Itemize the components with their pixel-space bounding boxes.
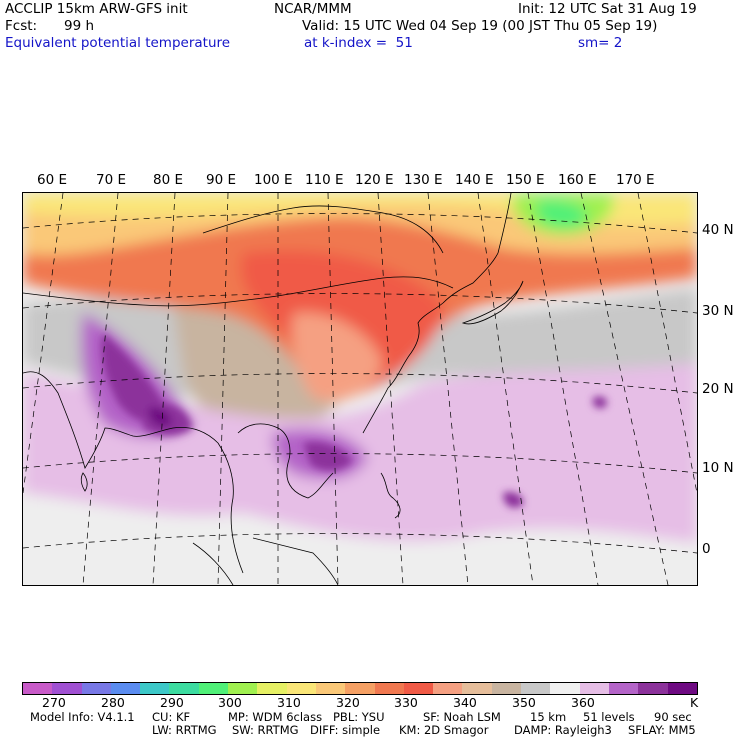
colorbar-swatch-15 (462, 683, 492, 694)
model-info-sflay: SFLAY: MM5 (628, 723, 696, 737)
lat-label-10n: 10 N (702, 460, 734, 476)
lon-label-140e: 140 E (455, 172, 494, 188)
colorbar-swatch-17 (521, 683, 551, 694)
model-info-levels: 51 levels (583, 710, 635, 724)
lon-label-90e: 90 E (206, 172, 236, 188)
model-info-damp: DAMP: Rayleigh3 (514, 723, 612, 737)
colorbar-swatch-22 (667, 683, 697, 694)
colorbar-swatch-21 (638, 683, 668, 694)
colorbar-label-270: 270 (42, 695, 66, 710)
model-info-mp: MP: WDM 6class (228, 710, 323, 724)
map-canvas (23, 193, 697, 585)
model-info-version: Model Info: V4.1.1 (30, 710, 135, 724)
graticule (23, 193, 697, 585)
colorbar-swatch-13 (403, 683, 434, 694)
level-label: at k-index = 51 (304, 35, 413, 51)
coastlines (23, 193, 524, 585)
lon-label-100e: 100 E (254, 172, 293, 188)
lat-label-40n: 40 N (702, 222, 734, 238)
fcst-label: Fcst: (5, 18, 38, 34)
fcst-value: 99 h (64, 18, 95, 34)
model-info-km: KM: 2D Smagor (399, 723, 489, 737)
model-info-lw: LW: RRTMG (152, 723, 217, 737)
org-label: NCAR/MMM (274, 1, 352, 17)
model-info-cu: CU: KF (152, 710, 191, 724)
lon-label-80e: 80 E (153, 172, 183, 188)
model-info-diff: DIFF: simple (310, 723, 381, 737)
colorbar-swatch-20 (608, 683, 639, 694)
model-info-resolution: 15 km (530, 710, 567, 724)
colorbar-swatch-7 (228, 683, 258, 694)
colorbar-swatch-12 (374, 683, 404, 694)
smoothing-label: sm= 2 (578, 35, 623, 51)
colorbar-swatch-6 (198, 683, 229, 694)
colorbar-label-360: 360 (571, 695, 595, 710)
colorbar-label-290: 290 (160, 695, 184, 710)
lon-label-120e: 120 E (355, 172, 394, 188)
lon-label-70e: 70 E (96, 172, 126, 188)
colorbar-swatch-5 (169, 683, 199, 694)
lat-label-0: 0 (702, 541, 711, 557)
colorbar-label-340: 340 (453, 695, 477, 710)
colorbar-swatch-4 (140, 683, 170, 694)
colorbar-swatch-0 (23, 683, 53, 694)
lon-label-170e: 170 E (616, 172, 655, 188)
colorbar-swatch-8 (257, 683, 287, 694)
field-name: Equivalent potential temperature (5, 35, 231, 51)
colorbar-swatch-9 (286, 683, 316, 694)
model-info-timestep: 90 sec (654, 710, 692, 724)
lat-label-20n: 20 N (702, 381, 734, 397)
lon-label-150e: 150 E (506, 172, 545, 188)
equivalent-potential-temperature-map (22, 192, 698, 586)
colorbar-unit: K (690, 695, 699, 710)
colorbar (22, 682, 698, 695)
lon-label-130e: 130 E (404, 172, 443, 188)
lon-label-160e: 160 E (558, 172, 597, 188)
colorbar-label-330: 330 (394, 695, 418, 710)
colorbar-swatch-19 (579, 683, 609, 694)
lon-label-60e: 60 E (37, 172, 67, 188)
model-title: ACCLIP 15km ARW-GFS init (5, 1, 188, 17)
colorbar-swatch-11 (345, 683, 375, 694)
colorbar-swatch-16 (491, 683, 522, 694)
colorbar-swatch-18 (550, 683, 580, 694)
colorbar-label-310: 310 (277, 695, 301, 710)
colorbar-swatch-3 (110, 683, 141, 694)
colorbar-swatch-1 (52, 683, 82, 694)
colorbar-label-280: 280 (101, 695, 125, 710)
colorbar-swatch-2 (81, 683, 111, 694)
init-time: Init: 12 UTC Sat 31 Aug 19 (518, 1, 697, 17)
lon-label-110e: 110 E (305, 172, 344, 188)
colorbar-swatch-14 (433, 683, 463, 694)
colorbar-label-320: 320 (336, 695, 360, 710)
field-shading (23, 193, 697, 585)
model-info-pbl: PBL: YSU (333, 710, 385, 724)
colorbar-label-350: 350 (512, 695, 536, 710)
model-info-sf: SF: Noah LSM (423, 710, 501, 724)
valid-time: Valid: 15 UTC Wed 04 Sep 19 (00 JST Thu … (302, 18, 658, 34)
lat-label-30n: 30 N (702, 303, 734, 319)
colorbar-label-300: 300 (218, 695, 242, 710)
model-info-sw: SW: RRTMG (232, 723, 299, 737)
colorbar-swatch-10 (315, 683, 346, 694)
